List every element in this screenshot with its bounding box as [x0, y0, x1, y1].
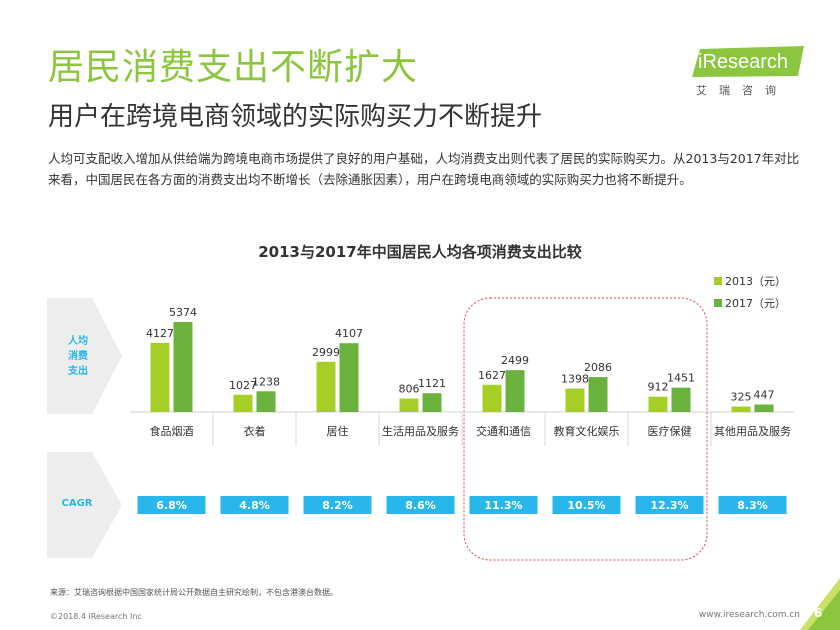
cagr-badge: [552, 496, 621, 514]
cagr-value: 12.3%: [650, 499, 688, 512]
bar-2017: [173, 322, 193, 412]
data-label: 1238: [252, 375, 280, 388]
legend-item-2013: 2013（元）: [714, 270, 786, 292]
page-title: 居民消费支出不断扩大: [48, 47, 419, 88]
bar-2013: [150, 342, 170, 412]
bar-2013: [399, 398, 419, 412]
website-url: www.iresearch.com.cn: [698, 610, 800, 620]
cagr-value: 4.8%: [239, 499, 270, 512]
category-label: 衣着: [244, 424, 266, 438]
data-label: 1027: [229, 379, 257, 392]
highlight-box: [463, 297, 708, 561]
data-label: 2499: [501, 354, 529, 367]
data-label: 1121: [418, 377, 446, 390]
data-label: 2086: [584, 361, 612, 374]
data-label: 1627: [478, 369, 506, 382]
bar-2017: [754, 404, 774, 412]
cagr-value: 8.3%: [737, 499, 768, 512]
legend-label-2013: 2013（元）: [725, 275, 786, 288]
bar-2013: [316, 361, 336, 412]
logo-subtitle: 艾瑞咨询: [696, 84, 788, 97]
bar-2017: [505, 370, 525, 412]
copyright: ©2018.4 iResearch Inc: [50, 612, 142, 621]
corner-decoration: [808, 590, 840, 630]
arrow-label-consumption: 人均 消费 支出: [58, 334, 98, 379]
category-label: 食品烟酒: [150, 424, 194, 438]
cagr-badge: [635, 496, 704, 514]
category-label: 医疗保健: [648, 424, 692, 438]
category-label: 居住: [327, 424, 349, 438]
data-label: 325: [731, 391, 752, 404]
intro-paragraph: 人均可支配收入增加从供给端为跨境电商市场提供了良好的用户基础，人均消费支出则代表…: [48, 151, 800, 187]
cagr-value: 8.2%: [322, 499, 353, 512]
arrow-shape-cagr: [47, 452, 122, 558]
cagr-badge: [220, 496, 289, 514]
data-label: 4107: [335, 327, 363, 340]
cagr-value: 11.3%: [484, 499, 522, 512]
bar-2013: [482, 384, 502, 412]
bar-2017: [422, 393, 442, 412]
arrow-shape-consumption: [47, 298, 122, 414]
source-note: 来源：艾瑞咨询根据中国国家统计局公开数据自主研究绘制，不包含港澳台数据。: [50, 588, 338, 597]
legend-item-2017: 2017（元）: [714, 292, 786, 314]
page-subtitle: 用户在跨境电商领域的实际购买力不断提升: [48, 102, 543, 132]
page-number: 6: [814, 606, 823, 620]
iresearch-logo: iResearch: [688, 46, 806, 78]
data-label: 2999: [312, 346, 340, 359]
data-label: 1451: [667, 372, 695, 385]
arrow-label-cagr: CAGR: [61, 498, 93, 509]
arrow-label-line: 人均: [68, 336, 88, 347]
chart-legend: 2013（元） 2017（元）: [714, 270, 786, 314]
bar-2013: [233, 394, 253, 412]
data-label: 447: [754, 389, 775, 402]
category-label: 教育文化娱乐: [554, 424, 620, 438]
cagr-badge: [469, 496, 538, 514]
cagr-badge: [718, 496, 787, 514]
data-label: 806: [399, 383, 420, 396]
category-label: 生活用品及服务: [382, 424, 459, 438]
legend-swatch-2013: [714, 277, 722, 285]
data-label: 4127: [146, 327, 174, 340]
cagr-badge: [303, 496, 372, 514]
bar-2013: [565, 388, 585, 412]
data-label: 1398: [561, 373, 589, 386]
cagr-value: 6.8%: [156, 499, 187, 512]
legend-label-2017: 2017（元）: [725, 297, 786, 310]
legend-swatch-2017: [714, 299, 722, 307]
cagr-badge: [386, 496, 455, 514]
bar-2013: [648, 396, 668, 412]
bar-2017: [588, 377, 608, 412]
arrow-label-line: 支出: [68, 366, 88, 377]
cagr-value: 8.6%: [405, 499, 436, 512]
logo-text: iResearch: [698, 51, 789, 73]
cagr-badge: [137, 496, 206, 514]
bar-2013: [731, 406, 751, 412]
bar-2017: [671, 387, 691, 412]
bar-2017: [339, 343, 359, 412]
data-label: 5374: [169, 306, 197, 319]
category-label: 交通和通信: [476, 424, 531, 438]
bar-2017: [256, 391, 276, 412]
category-label: 其他用品及服务: [714, 425, 791, 438]
data-label: 912: [648, 381, 669, 394]
chart-title: 2013与2017年中国居民人均各项消费支出比较: [258, 243, 582, 261]
cagr-value: 10.5%: [567, 499, 605, 512]
arrow-label-line: 消费: [68, 351, 88, 362]
